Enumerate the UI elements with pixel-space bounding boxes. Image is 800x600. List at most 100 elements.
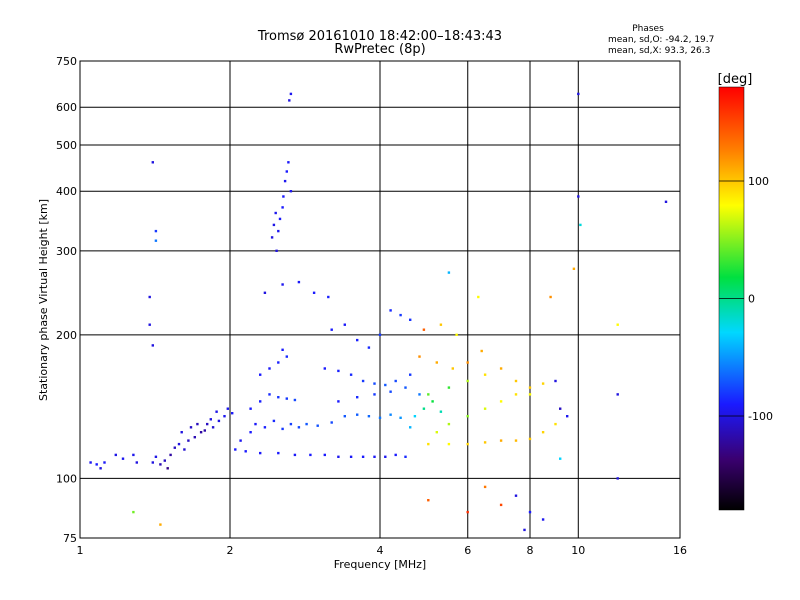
- data-point: [514, 439, 518, 442]
- data-point: [483, 407, 487, 410]
- data-point: [514, 494, 518, 497]
- data-point: [616, 477, 619, 480]
- data-point: [404, 386, 407, 389]
- data-point: [394, 379, 397, 383]
- data-point: [189, 426, 193, 429]
- data-point: [169, 453, 172, 457]
- x-tick-label: 16: [673, 544, 687, 557]
- data-point: [234, 448, 237, 451]
- data-point: [209, 418, 212, 421]
- data-point: [289, 92, 293, 96]
- data-point: [373, 393, 376, 396]
- data-point: [196, 422, 199, 426]
- data-point: [514, 379, 518, 383]
- plot-frame: [79, 60, 681, 539]
- data-point: [499, 400, 503, 403]
- data-point: [180, 431, 183, 434]
- data-point: [270, 236, 274, 239]
- stats-title: Phases: [632, 24, 664, 34]
- y-tick-label: 100: [56, 472, 77, 485]
- data-point: [409, 318, 412, 321]
- data-point: [541, 382, 545, 385]
- data-point: [483, 485, 487, 489]
- data-point: [259, 373, 262, 376]
- stats-line-o: mean, sd,O: -94.2, 19.7: [608, 35, 714, 45]
- x-axis-ticks: 1 2 4 6 8 10 16: [77, 544, 688, 557]
- data-point: [183, 448, 186, 451]
- data-point: [394, 453, 397, 457]
- data-point: [389, 309, 392, 312]
- data-point: [554, 379, 557, 383]
- data-point: [274, 211, 277, 215]
- data-point: [477, 295, 480, 299]
- data-point: [121, 457, 125, 460]
- data-points: [89, 92, 668, 532]
- data-point: [409, 373, 412, 376]
- data-point: [305, 422, 308, 426]
- x-tick-label: 1: [77, 544, 84, 557]
- data-point: [409, 426, 412, 429]
- data-point: [166, 467, 169, 470]
- data-point: [89, 461, 92, 464]
- data-point: [285, 170, 288, 173]
- data-point: [528, 437, 532, 441]
- data-point: [277, 229, 280, 233]
- data-point: [173, 446, 176, 449]
- data-point: [281, 206, 284, 209]
- data-point: [114, 453, 117, 457]
- data-point: [285, 397, 288, 400]
- data-point: [151, 344, 154, 347]
- data-point: [154, 455, 158, 458]
- data-point: [427, 442, 430, 446]
- data-point: [95, 463, 98, 466]
- data-point: [356, 396, 359, 399]
- data-point: [466, 510, 469, 514]
- plot-grid: [80, 61, 680, 538]
- data-point: [277, 361, 280, 364]
- data-point: [330, 421, 333, 424]
- data-point: [278, 217, 282, 221]
- data-point: [361, 455, 365, 458]
- data-point: [135, 461, 138, 464]
- data-point: [418, 355, 421, 358]
- data-point: [466, 415, 469, 418]
- data-point: [330, 328, 333, 331]
- data-point: [337, 455, 340, 458]
- x-tick-label: 10: [571, 544, 585, 557]
- data-point: [226, 407, 229, 410]
- data-point: [283, 179, 287, 183]
- data-point: [275, 249, 278, 252]
- colorbar-tick-label: 100: [748, 175, 769, 188]
- data-point: [263, 291, 267, 294]
- data-point: [480, 349, 483, 353]
- data-point: [272, 419, 276, 423]
- data-point: [572, 267, 576, 270]
- y-axis-ticks: 75 100 200 300 400 500 600 750: [56, 55, 77, 545]
- data-point: [566, 415, 569, 418]
- data-point: [163, 459, 166, 462]
- data-point: [616, 323, 619, 326]
- data-point: [177, 442, 181, 446]
- chart-title: Tromsø 20161010 18:42:00–18:43:43: [257, 29, 502, 44]
- data-point: [483, 373, 487, 376]
- data-point: [577, 195, 580, 198]
- data-point: [281, 283, 284, 286]
- data-point: [297, 280, 301, 284]
- x-tick-label: 8: [527, 544, 534, 557]
- data-point: [435, 431, 438, 434]
- data-point: [435, 361, 438, 364]
- x-tick-label: 6: [464, 544, 471, 557]
- y-tick-label: 200: [56, 329, 77, 342]
- data-point: [373, 382, 376, 385]
- data-point: [541, 431, 545, 434]
- data-point: [384, 383, 387, 387]
- data-point: [151, 161, 154, 164]
- data-point: [483, 441, 487, 444]
- data-point: [422, 407, 426, 410]
- data-point: [577, 92, 580, 96]
- data-point: [244, 450, 247, 453]
- data-point: [277, 396, 280, 399]
- data-point: [523, 528, 526, 532]
- data-point: [404, 455, 407, 458]
